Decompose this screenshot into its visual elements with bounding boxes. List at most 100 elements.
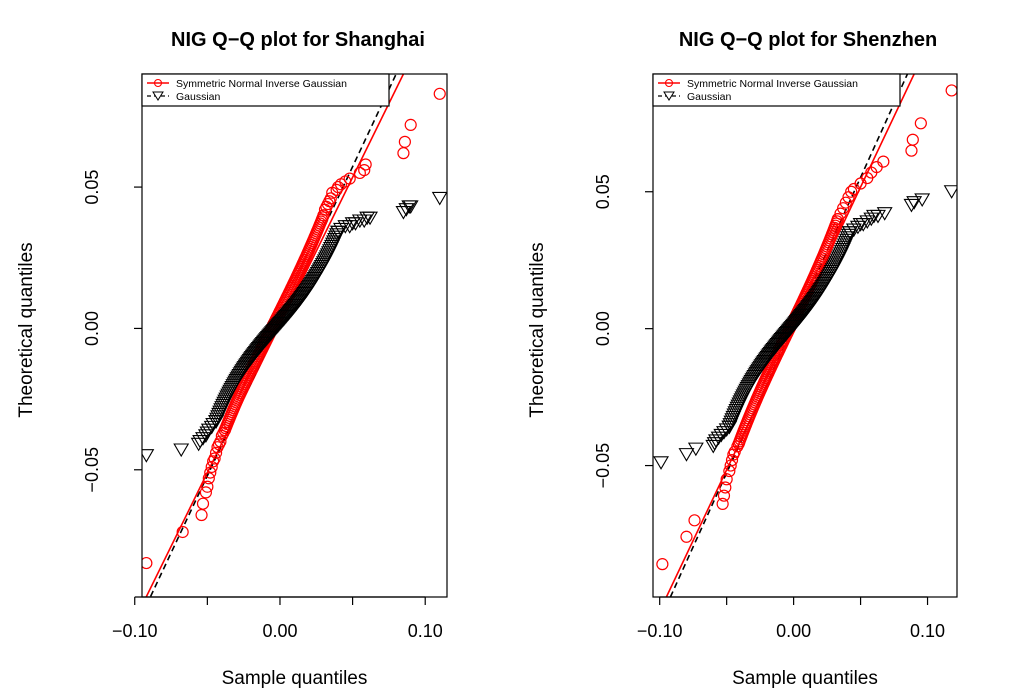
y-tick-label: 0.00 xyxy=(593,311,613,346)
nig-point xyxy=(201,480,214,493)
gaussian-point xyxy=(906,196,923,210)
y-tick-label: 0.05 xyxy=(593,174,613,209)
nig-point xyxy=(831,213,844,226)
gaussian-point xyxy=(402,200,419,214)
qq-panel-1: NIG Q−Q plot for Shanghai Sample quantile… xyxy=(16,29,448,689)
gaussian-point xyxy=(347,217,364,231)
nig-point xyxy=(725,453,739,467)
nig-point xyxy=(914,117,927,130)
gaussian-point xyxy=(431,191,447,206)
qq-panel-2: NIG Q−Q plot for Shenzhen Sample quantile… xyxy=(527,29,958,689)
nig-point xyxy=(208,452,221,465)
y-axis-label: Theoretical quantiles xyxy=(16,242,37,417)
nig-point xyxy=(202,472,215,485)
nig-point xyxy=(906,133,919,146)
gaussian-point xyxy=(142,449,155,463)
legend-gaussian-marker xyxy=(663,91,675,101)
gaussian-point xyxy=(195,432,211,446)
gaussian-point xyxy=(845,223,862,238)
x-tick-label: −0.10 xyxy=(112,621,158,641)
x-tick-label: −0.10 xyxy=(637,621,683,641)
nig-point xyxy=(688,514,701,527)
gaussian-point xyxy=(710,431,727,446)
x-tick-label: 0.00 xyxy=(262,621,297,641)
gaussian-point xyxy=(362,211,378,226)
legend-nig-label: Symmetric Normal Inverse Gaussian xyxy=(176,78,347,90)
legend-gaussian-label: Gaussian xyxy=(176,91,221,103)
gaussian-point xyxy=(333,222,349,237)
nig-point xyxy=(358,164,371,177)
nig-reference-line xyxy=(145,74,405,597)
gaussian-reference-line xyxy=(669,74,909,597)
nig-point xyxy=(404,118,417,131)
nig-point xyxy=(142,556,153,570)
nig-point xyxy=(834,207,847,220)
nig-series xyxy=(656,84,957,571)
nig-point xyxy=(656,558,669,571)
gaussian-point xyxy=(678,448,695,462)
y-tick-label: 0.00 xyxy=(82,311,102,346)
nig-point xyxy=(877,155,890,168)
x-axis-label: Sample quantiles xyxy=(732,668,878,689)
nig-point xyxy=(716,497,729,511)
nig-point xyxy=(845,185,858,198)
nig-point xyxy=(176,525,189,539)
gaussian-point xyxy=(173,443,190,458)
gaussian-point xyxy=(841,226,858,240)
nig-series xyxy=(142,87,446,570)
nig-point xyxy=(680,530,693,543)
legend-nig-marker xyxy=(664,78,674,88)
nig-point xyxy=(209,446,223,459)
gaussian-point xyxy=(903,198,920,213)
legend-box xyxy=(141,73,390,107)
legend-gaussian-label: Gaussian xyxy=(687,91,732,103)
gaussian-point xyxy=(914,193,931,208)
gaussian-point xyxy=(707,434,724,449)
nig-point xyxy=(728,445,741,458)
gaussian-point xyxy=(192,434,209,449)
nig-point xyxy=(324,192,337,205)
gaussian-point xyxy=(716,426,732,440)
nig-point xyxy=(839,196,852,209)
plot-area xyxy=(653,74,957,597)
x-axis-label: Sample quantiles xyxy=(222,668,368,689)
plot-area xyxy=(142,74,447,597)
legend-nig-label: Symmetric Normal Inverse Gaussian xyxy=(687,78,858,90)
gaussian-point xyxy=(855,218,872,232)
nig-point xyxy=(720,473,733,486)
y-axis-label: Theoretical quantiles xyxy=(527,242,548,417)
nig-point xyxy=(205,460,218,474)
gaussian-point xyxy=(713,428,730,443)
nig-point xyxy=(717,489,731,502)
x-tick-label: 0.10 xyxy=(910,621,945,641)
gaussian-point xyxy=(859,215,876,229)
nig-point xyxy=(433,87,446,100)
y-tick-label: −0.05 xyxy=(593,443,613,489)
gaussian-point xyxy=(876,207,893,221)
plot-frame xyxy=(141,73,448,598)
nig-point xyxy=(359,158,372,171)
chart-title: NIG Q−Q plot for Shenzhen xyxy=(679,29,937,51)
gaussian-point xyxy=(870,209,886,224)
legend-nig-marker xyxy=(153,78,163,88)
nig-point xyxy=(195,508,208,522)
y-tick-label: 0.05 xyxy=(82,170,102,205)
y-tick-label: −0.05 xyxy=(82,447,102,493)
legend-gaussian-marker xyxy=(152,91,164,101)
gaussian-point xyxy=(395,205,412,220)
nig-point xyxy=(196,497,210,510)
gaussian-point xyxy=(398,203,415,217)
x-tick-label: 0.00 xyxy=(776,621,811,641)
nig-point xyxy=(199,486,213,499)
x-tick-label: 0.10 xyxy=(408,621,443,641)
gaussian-point xyxy=(943,185,957,199)
nig-point xyxy=(837,202,850,215)
gaussian-point xyxy=(687,442,704,457)
gaussian-point xyxy=(863,212,880,227)
plot-frame xyxy=(652,73,958,598)
gaussian-point xyxy=(653,456,669,470)
nig-point xyxy=(719,481,732,494)
nig-point xyxy=(317,209,330,222)
nig-point xyxy=(214,435,227,448)
gaussian-point xyxy=(330,225,347,240)
